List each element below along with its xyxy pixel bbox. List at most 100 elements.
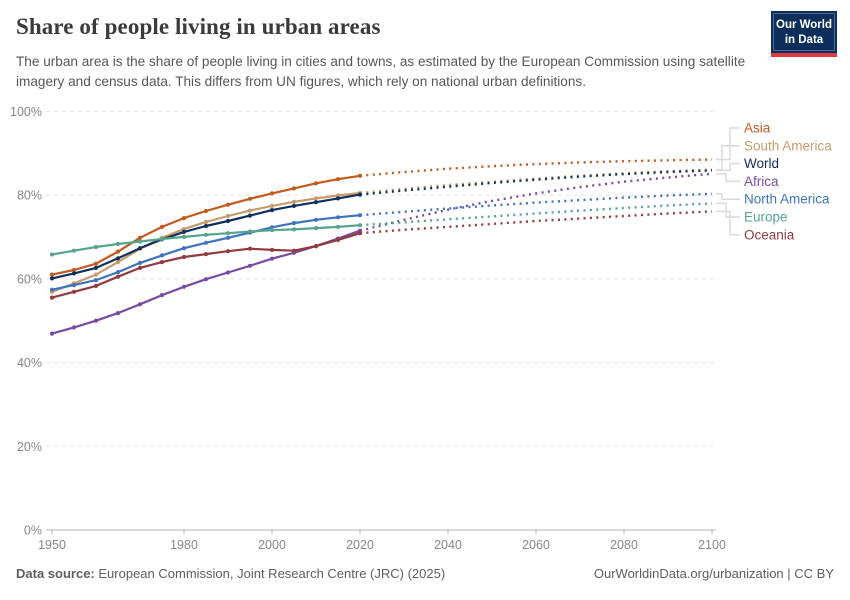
marker-europe-1950 — [49, 252, 55, 257]
marker-africa-1950 — [49, 331, 55, 336]
marker-oceania-1955 — [71, 289, 77, 294]
legend-label-africa[interactable]: Africa — [744, 174, 779, 189]
marker-asia-2010 — [313, 181, 319, 186]
marker-world-1950 — [49, 276, 55, 281]
legend-item-africa[interactable]: Africa — [716, 172, 779, 189]
marker-world-2005 — [291, 203, 297, 208]
legend-item-oceania[interactable]: Oceania — [716, 210, 795, 242]
marker-south-america-2005 — [291, 199, 297, 204]
marker-south-america-2000 — [269, 203, 275, 208]
marker-world-2010 — [313, 200, 319, 205]
x-tick-label-1950: 1950 — [38, 538, 66, 552]
legend-item-north-america[interactable]: North America — [716, 192, 830, 207]
marker-oceania-1965 — [115, 274, 121, 279]
marker-south-america-1985 — [203, 219, 209, 224]
marker-oceania-2000 — [269, 247, 275, 252]
marker-asia-1995 — [247, 196, 253, 201]
marker-north-america-1980 — [181, 246, 187, 251]
legend-connector-europe — [716, 202, 740, 218]
projection-line-asia — [359, 158, 713, 177]
x-tick-label-1980: 1980 — [170, 538, 198, 552]
legend-item-south-america[interactable]: South America — [716, 138, 832, 171]
x-tick-label-2080: 2080 — [610, 538, 638, 552]
legend-item-asia[interactable]: Asia — [716, 121, 771, 161]
marker-world-2015 — [335, 196, 341, 201]
projection-line-world — [359, 169, 713, 196]
marker-north-america-1960 — [93, 278, 99, 283]
marker-world-1970 — [137, 246, 143, 251]
projection-line-africa — [359, 172, 713, 232]
marker-world-1965 — [115, 256, 121, 261]
marker-north-america-1975 — [159, 253, 165, 258]
data-source: Data source: European Commission, Joint … — [16, 566, 445, 581]
y-tick-label-100: 100% — [10, 105, 42, 119]
marker-asia-1970 — [137, 235, 143, 240]
marker-africa-1960 — [93, 318, 99, 323]
marker-south-america-1980 — [181, 226, 187, 232]
marker-africa-1970 — [137, 302, 143, 307]
marker-europe-2000 — [269, 228, 275, 233]
projection-line-oceania — [359, 210, 713, 235]
y-tick-label-0: 0% — [24, 524, 42, 538]
marker-africa-1965 — [115, 311, 121, 316]
marker-africa-1980 — [181, 284, 187, 289]
marker-oceania-1970 — [137, 265, 143, 270]
x-tick-label-2020: 2020 — [346, 538, 374, 552]
x-tick-label-2060: 2060 — [522, 538, 550, 552]
marker-europe-1985 — [203, 232, 209, 237]
marker-asia-2005 — [291, 186, 297, 191]
marker-europe-1965 — [115, 241, 121, 247]
marker-north-america-2015 — [335, 215, 341, 220]
marker-world-1985 — [203, 223, 209, 229]
owid-logo-red-stripe — [771, 53, 837, 58]
license-link[interactable]: OurWorldinData.org/urbanization | CC BY — [593, 566, 834, 581]
owid-logo[interactable]: Our World in Data — [771, 11, 837, 58]
legend-connector-north-america — [716, 193, 740, 200]
marker-south-america-1965 — [115, 260, 121, 265]
x-tick-label-2040: 2040 — [434, 538, 462, 552]
series-europe[interactable] — [49, 202, 713, 257]
marker-oceania-1995 — [247, 246, 253, 251]
series-north-america[interactable] — [49, 192, 713, 292]
marker-asia-1980 — [181, 216, 187, 221]
legend-label-north-america[interactable]: North America — [744, 192, 830, 207]
marker-asia-1965 — [115, 249, 121, 254]
page-title: Share of people living in urban areas — [16, 14, 381, 39]
marker-europe-1970 — [137, 239, 143, 244]
marker-oceania-2020 — [357, 231, 363, 236]
marker-africa-2000 — [269, 256, 275, 261]
legend-label-world[interactable]: World — [744, 156, 779, 171]
projection-line-north-america — [359, 192, 713, 217]
legend-connector-asia — [716, 127, 740, 161]
marker-south-america-1960 — [93, 272, 99, 277]
legend-label-asia[interactable]: Asia — [744, 121, 771, 136]
marker-asia-1960 — [93, 261, 99, 266]
marker-world-1990 — [225, 218, 231, 224]
marker-oceania-1975 — [159, 260, 165, 265]
series-world[interactable] — [49, 169, 713, 281]
legend-item-europe[interactable]: Europe — [716, 202, 788, 225]
series-oceania[interactable] — [49, 210, 713, 300]
legend-label-south-america[interactable]: South America — [744, 138, 832, 153]
marker-south-america-1990 — [225, 213, 231, 219]
marker-asia-1955 — [71, 267, 77, 273]
legend-label-europe[interactable]: Europe — [744, 210, 788, 225]
series-asia[interactable] — [49, 158, 713, 277]
legend-label-oceania[interactable]: Oceania — [744, 227, 795, 242]
marker-africa-1985 — [203, 277, 209, 282]
marker-world-1960 — [93, 265, 99, 270]
marker-asia-1985 — [203, 208, 209, 214]
marker-europe-1955 — [71, 248, 77, 253]
legend-connector-south-america — [716, 145, 740, 171]
marker-south-america-2015 — [335, 193, 341, 198]
series-africa[interactable] — [49, 172, 713, 336]
marker-oceania-1950 — [49, 295, 55, 300]
legend-item-world[interactable]: World — [716, 156, 779, 172]
marker-europe-1975 — [159, 236, 165, 242]
chart-canvas[interactable]: 0% 20% 40% 60% 80% 100% 1950 1980 2000 2020 2040 20… — [0, 93, 850, 560]
data-source-label: Data source: — [16, 566, 95, 581]
marker-north-america-2005 — [291, 221, 297, 226]
marker-africa-1995 — [247, 263, 253, 268]
marker-north-america-1985 — [203, 240, 209, 245]
